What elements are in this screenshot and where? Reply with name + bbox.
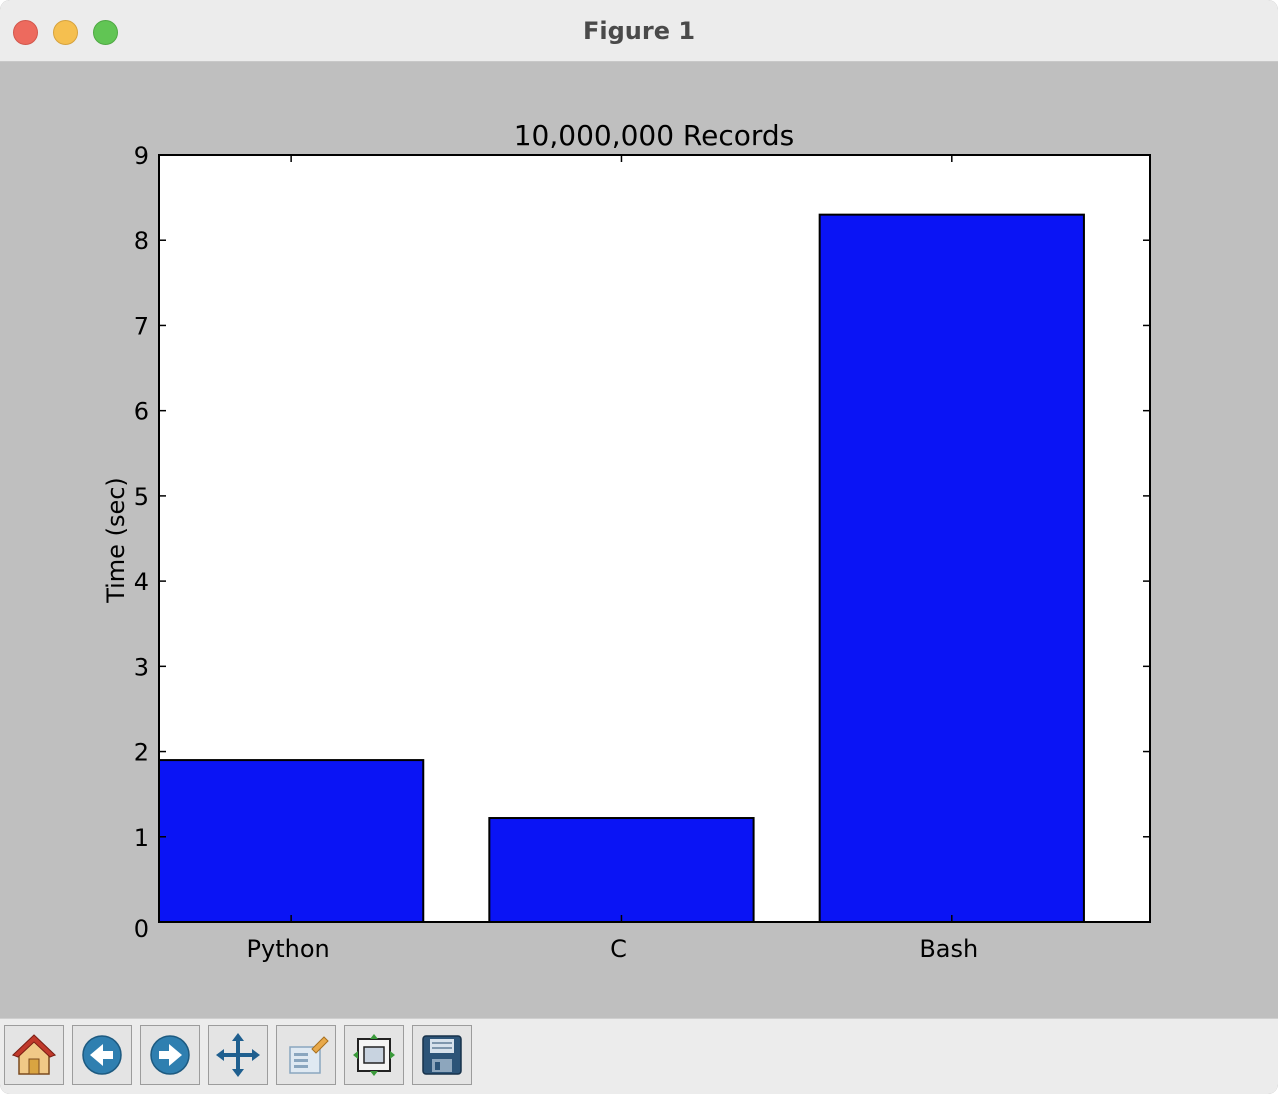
minimize-button[interactable] [53, 20, 78, 45]
y-tick-label: 2 [134, 739, 149, 767]
chart-title: 10,000,000 Records [514, 119, 795, 152]
subplots-icon [353, 1034, 395, 1076]
bar-python [158, 759, 425, 923]
zoom-icon [289, 1036, 329, 1074]
back-icon [82, 1035, 122, 1075]
title-bar[interactable]: Figure 1 [0, 0, 1278, 62]
back-button[interactable] [72, 1025, 132, 1085]
window-title: Figure 1 [582, 17, 696, 45]
y-tick-label: 3 [134, 653, 149, 681]
subplots-button[interactable] [344, 1025, 404, 1085]
ticks: Python C Bash 0 1 2 3 4 5 6 7 8 9 [134, 142, 1150, 963]
save-icon [422, 1035, 462, 1075]
y-tick-label: 6 [134, 398, 149, 426]
y-tick-label: 7 [134, 312, 149, 340]
maximize-button[interactable] [93, 20, 118, 45]
y-tick-label: 5 [134, 483, 149, 511]
home-button[interactable] [4, 1025, 64, 1085]
pan-icon [216, 1033, 260, 1077]
x-tick-label: Python [247, 935, 330, 963]
y-axis-label: Time (sec) [102, 477, 130, 604]
close-button[interactable] [13, 20, 38, 45]
x-tick-label: C [610, 935, 627, 963]
pan-button[interactable] [208, 1025, 268, 1085]
forward-icon [150, 1035, 190, 1075]
plot-frame [158, 154, 1151, 923]
y-tick-label: 9 [134, 142, 149, 170]
bar-bash [818, 213, 1085, 923]
bar-chart: 10,000,000 Records Time (sec) Python C Bas… [102, 119, 1151, 963]
y-tick-label: 0 [134, 915, 149, 943]
y-tick-label: 4 [134, 568, 149, 596]
bars [158, 213, 1085, 923]
figure-canvas[interactable]: 10,000,000 Records Time (sec) Python C Bas… [0, 62, 1278, 1018]
y-tick-label: 1 [134, 824, 149, 852]
navigation-toolbar [0, 1018, 1278, 1094]
zoom-button[interactable] [276, 1025, 336, 1085]
x-tick-label: Bash [919, 935, 978, 963]
forward-button[interactable] [140, 1025, 200, 1085]
save-button[interactable] [412, 1025, 472, 1085]
y-tick-label: 8 [134, 227, 149, 255]
home-icon [12, 1034, 56, 1075]
bar-c [488, 817, 755, 923]
